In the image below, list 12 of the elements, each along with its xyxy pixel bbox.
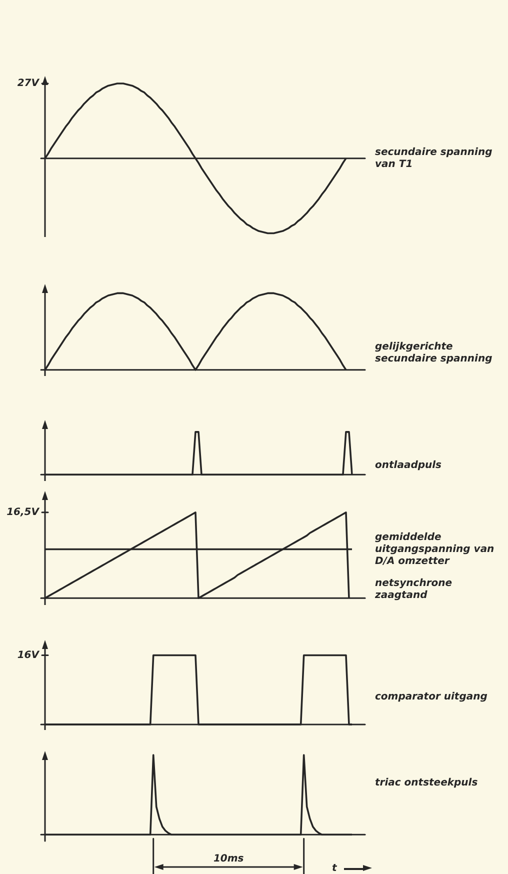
text: secundaire spanning van T1 — [375, 146, 492, 170]
text: ontlaadpuls — [375, 460, 442, 471]
text: gelijkgerichte secundaire spanning — [375, 342, 492, 365]
text: comparator uitgang — [375, 691, 488, 702]
text: 10ms — [213, 854, 244, 865]
text: triac ontsteekpuls — [375, 777, 478, 788]
y-axis-title: 27V — [17, 78, 40, 90]
y-axis-title: 16,5V — [6, 507, 40, 518]
text: gemiddelde uitgangspanning van D/A omzetter — [375, 532, 494, 567]
y-axis-title: 16V — [17, 650, 40, 661]
text: netsynchrone zaagtand — [374, 578, 452, 602]
x-axis-title: t — [332, 863, 337, 874]
